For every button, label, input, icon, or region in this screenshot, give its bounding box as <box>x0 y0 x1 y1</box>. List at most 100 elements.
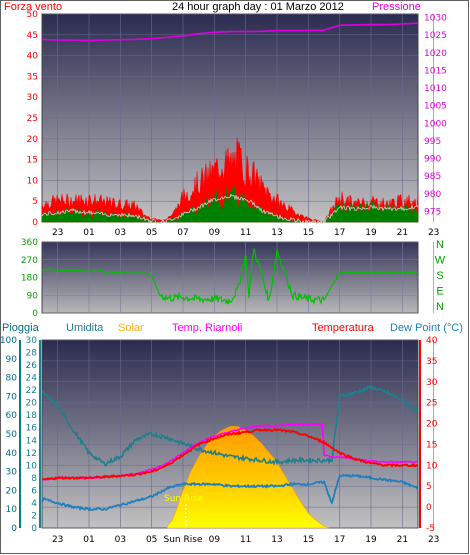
rain-tick-label: 30 <box>6 468 18 478</box>
humidity-tick-label: 24 <box>26 374 38 384</box>
rain-tick-label: 90 <box>6 355 18 365</box>
solar-axis-title: Solar <box>118 322 144 334</box>
humidity-tick-label: 10 <box>26 461 38 471</box>
wind-tick-label: 45 <box>27 31 38 41</box>
pressure-tick-label: 995 <box>424 137 441 147</box>
rain-tick-label: 70 <box>6 392 18 402</box>
hour-tick-label: 05 <box>146 535 157 545</box>
humidity-tick-label: 20 <box>26 399 38 409</box>
hour-tick-label: 21 <box>397 228 408 238</box>
temperature-tick-label: 5 <box>426 482 432 492</box>
wind-tick-label: 5 <box>32 197 38 207</box>
wind-tick-label: 40 <box>27 52 39 62</box>
compass-label: S <box>436 270 443 282</box>
wind-tick-label: 50 <box>27 10 39 20</box>
hour-tick-label: 03 <box>115 228 126 238</box>
direction-tick-label: 0 <box>32 309 38 319</box>
wind-direction-ticks: 0 90 180 270 360 <box>21 238 38 319</box>
hour-tick-label: 01 <box>83 228 94 238</box>
hour-tick-label: 15 <box>303 228 314 238</box>
wind-tick-label: 35 <box>27 72 38 82</box>
indoor-temp-axis-title: Temp. Riarnoli <box>172 322 242 334</box>
pressure-tick-label: 1030 <box>424 14 447 24</box>
wind-direction-series <box>41 247 419 306</box>
hour-tick-label: 17 <box>334 535 345 545</box>
wind-tick-label: 10 <box>27 176 39 186</box>
temperature-tick-label: 40 <box>426 336 438 346</box>
hour-tick-label: 13 <box>271 535 282 545</box>
pressure-tick-label: 1015 <box>424 66 447 76</box>
dew-point-axis-title: Dew Point (°C) <box>390 322 463 334</box>
hour-tick-label: 23 <box>52 228 63 238</box>
wind-direction-line <box>41 247 419 306</box>
pressure-tick-label: 980 <box>424 190 441 200</box>
humidity-axis-title: Umidita <box>66 322 104 334</box>
humidity-tick-label: 30 <box>26 336 38 346</box>
hour-tick-label: 03 <box>115 535 126 545</box>
hour-tick-label: 23 <box>428 228 439 238</box>
hour-tick-label: 21 <box>397 535 408 545</box>
rain-tick-label: 100 <box>0 336 17 346</box>
humidity-tick-label: 26 <box>26 361 38 371</box>
wind-pressure-series <box>41 22 419 226</box>
wind-average-series <box>41 185 419 223</box>
wind-mean-line <box>41 193 419 226</box>
temperature-tick-label: 25 <box>426 399 437 409</box>
hour-tick-label: Sun Rise <box>164 535 203 545</box>
direction-tick-label: 360 <box>21 238 38 248</box>
wind-tick-label: 25 <box>27 114 38 124</box>
hour-tick-label: 09 <box>209 535 221 545</box>
humidity-tick-label: 18 <box>26 411 38 421</box>
compass-label: N <box>436 301 444 313</box>
wind-tick-label: 15 <box>27 156 38 166</box>
compass-label: E <box>436 286 443 298</box>
pressure-line <box>41 22 419 42</box>
rain-tick-label: 10 <box>6 505 18 515</box>
humidity-tick-label: 14 <box>26 436 38 446</box>
wind-direction-grid <box>42 241 434 314</box>
humidity-tick-label: 28 <box>26 349 38 359</box>
temperature-line <box>41 427 419 481</box>
pressure-ticks: 975 980 985 990 995 1000 1005 1010 1015 1020 1025 1… <box>424 14 447 218</box>
hour-tick-label: 11 <box>240 535 251 545</box>
humidity-tick-label: 6 <box>31 486 37 496</box>
hour-tick-label: 19 <box>365 535 377 545</box>
temperature-tick-label: 20 <box>426 420 438 430</box>
hour-tick-label: 07 <box>177 228 188 238</box>
humidity-tick-label: 0 <box>31 524 37 534</box>
rain-tick-label: 20 <box>6 486 18 496</box>
wind-axis-title: Forza vento <box>4 1 62 13</box>
hour-tick-label: 09 <box>209 228 221 238</box>
direction-tick-label: 180 <box>21 274 38 284</box>
wind-tick-label: 0 <box>32 218 38 228</box>
wind-tick-label: 20 <box>27 135 39 145</box>
chart-title: 24 hour graph day : 01 Marzo 2012 <box>172 1 344 13</box>
humidity-tick-label: 4 <box>31 499 37 509</box>
dew-point-line <box>41 473 419 512</box>
hour-tick-label: 19 <box>365 228 377 238</box>
hour-tick-label: 15 <box>303 535 314 545</box>
humidity-tick-label: 22 <box>26 386 37 396</box>
pressure-tick-label: 990 <box>424 155 441 165</box>
hour-ticks-top: 23 01 03 05 07 09 11 13 15 17 19 21 23 <box>52 228 439 238</box>
hour-tick-label: 23 <box>52 535 63 545</box>
temperature-axis-title: Temperatura <box>312 322 375 334</box>
rain-tick-label: 50 <box>6 430 18 440</box>
pressure-tick-label: 1020 <box>424 49 447 59</box>
rain-axis-title: Pioggia <box>2 322 40 334</box>
rain-tick-label: 80 <box>6 374 18 384</box>
sun-rise-annotation: Sun Rise <box>164 494 203 504</box>
rain-ticks: 0 10 20 30 40 50 60 70 80 90 100 <box>0 336 17 534</box>
rain-tick-label: 40 <box>6 449 18 459</box>
wind-speed-ticks: 0 5 10 15 20 25 30 35 40 45 50 <box>27 10 39 228</box>
hour-tick-label: 05 <box>146 228 157 238</box>
pressure-tick-label: 985 <box>424 172 441 182</box>
pressure-tick-label: 1025 <box>424 31 447 41</box>
rain-tick-label: 0 <box>11 524 17 534</box>
hour-tick-label: 11 <box>240 228 251 238</box>
pressure-tick-label: 1000 <box>424 119 447 129</box>
hour-ticks-bottom: 23 01 03 05 Sun Rise 09 11 13 15 17 19 21 23 <box>52 535 439 545</box>
